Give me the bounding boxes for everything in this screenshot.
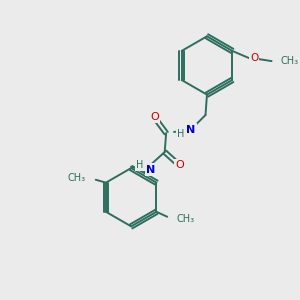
Text: O: O <box>150 112 159 122</box>
Text: N: N <box>146 164 155 175</box>
Text: H: H <box>136 160 144 170</box>
Text: O: O <box>175 160 184 170</box>
Text: O: O <box>250 53 258 63</box>
Text: CH₃: CH₃ <box>280 56 298 66</box>
Text: H: H <box>177 129 184 139</box>
Text: N: N <box>186 124 196 135</box>
Text: CH₃: CH₃ <box>68 173 85 183</box>
Text: CH₃: CH₃ <box>177 214 195 224</box>
